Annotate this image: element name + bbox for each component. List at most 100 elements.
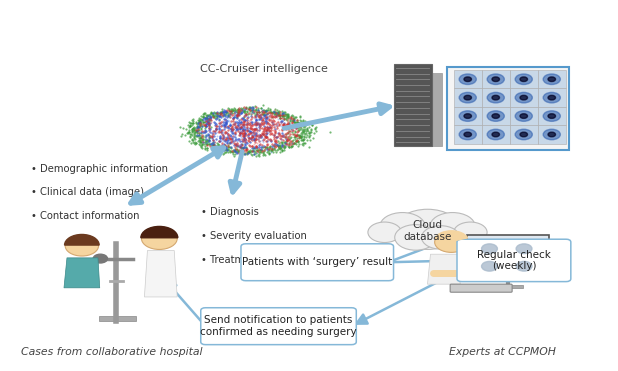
Point bbox=[285, 116, 295, 122]
Point bbox=[226, 145, 235, 151]
Point bbox=[197, 128, 206, 134]
Point bbox=[187, 127, 197, 133]
Circle shape bbox=[515, 111, 532, 121]
Point bbox=[222, 148, 232, 154]
Point bbox=[298, 142, 308, 148]
Point bbox=[246, 105, 256, 111]
Circle shape bbox=[520, 132, 528, 137]
Point bbox=[245, 122, 255, 128]
Point bbox=[239, 136, 249, 142]
Point bbox=[283, 134, 293, 140]
Point bbox=[287, 113, 297, 119]
Point bbox=[283, 115, 293, 121]
Point bbox=[222, 124, 232, 129]
Point bbox=[229, 142, 239, 148]
Point bbox=[197, 132, 207, 138]
Point bbox=[258, 137, 268, 143]
Point bbox=[253, 148, 263, 154]
Point bbox=[290, 132, 300, 138]
Point bbox=[294, 141, 304, 147]
Point bbox=[208, 142, 218, 148]
Point bbox=[206, 141, 216, 147]
Point bbox=[203, 132, 213, 138]
Point bbox=[221, 136, 231, 142]
FancyBboxPatch shape bbox=[510, 88, 538, 107]
Point bbox=[228, 126, 238, 132]
Point bbox=[276, 115, 286, 121]
Point bbox=[250, 145, 260, 151]
Point bbox=[239, 144, 249, 150]
Point bbox=[304, 125, 314, 131]
Point bbox=[201, 114, 211, 120]
Point bbox=[212, 129, 222, 135]
Point bbox=[256, 147, 266, 153]
Point bbox=[237, 124, 247, 130]
Point bbox=[251, 150, 261, 156]
Point bbox=[250, 103, 260, 109]
Circle shape bbox=[520, 77, 528, 82]
Point bbox=[251, 137, 261, 142]
Point bbox=[267, 129, 277, 135]
Point bbox=[202, 142, 212, 148]
Point bbox=[258, 152, 268, 158]
Point bbox=[198, 111, 208, 117]
Point bbox=[221, 146, 231, 152]
Point bbox=[237, 130, 247, 136]
Point bbox=[251, 122, 261, 128]
Point bbox=[192, 133, 201, 139]
Point bbox=[253, 149, 263, 155]
Point bbox=[289, 119, 299, 125]
Point bbox=[241, 139, 251, 145]
Point bbox=[233, 143, 243, 149]
Point bbox=[226, 108, 235, 114]
Point bbox=[275, 143, 285, 149]
Point bbox=[293, 125, 303, 131]
Point bbox=[230, 137, 240, 143]
Point bbox=[253, 152, 263, 158]
Point bbox=[195, 130, 205, 136]
Point bbox=[220, 130, 230, 136]
Point bbox=[205, 114, 215, 119]
Point bbox=[237, 115, 247, 121]
Point bbox=[295, 121, 305, 127]
Point bbox=[276, 123, 286, 129]
Point bbox=[209, 145, 219, 151]
Point bbox=[254, 124, 264, 130]
Point bbox=[245, 125, 255, 131]
Point bbox=[266, 137, 276, 143]
Point bbox=[220, 142, 230, 148]
Point bbox=[273, 130, 282, 136]
Point bbox=[284, 119, 294, 125]
Point bbox=[244, 121, 254, 127]
Point bbox=[274, 144, 284, 150]
Point bbox=[253, 117, 263, 123]
Point bbox=[212, 112, 222, 118]
Point bbox=[196, 143, 206, 149]
Point bbox=[229, 105, 239, 111]
Point bbox=[300, 123, 310, 129]
Point bbox=[203, 139, 213, 145]
Point bbox=[250, 130, 260, 136]
Point bbox=[289, 123, 298, 129]
Point bbox=[259, 112, 269, 118]
Point bbox=[243, 142, 253, 148]
Point bbox=[232, 149, 242, 155]
Point bbox=[219, 119, 229, 125]
Point bbox=[232, 126, 242, 132]
Point bbox=[209, 109, 219, 115]
Point bbox=[195, 118, 205, 124]
Point bbox=[237, 146, 247, 152]
Point bbox=[215, 126, 225, 132]
Point bbox=[287, 128, 297, 134]
Point bbox=[214, 138, 224, 144]
Point bbox=[273, 114, 282, 120]
Point bbox=[304, 134, 314, 140]
Point bbox=[237, 134, 247, 139]
Point bbox=[206, 118, 216, 124]
Point bbox=[274, 145, 284, 151]
Point bbox=[202, 112, 212, 118]
Point bbox=[206, 114, 216, 120]
Circle shape bbox=[543, 74, 561, 85]
Point bbox=[257, 117, 267, 123]
Point bbox=[233, 122, 243, 128]
